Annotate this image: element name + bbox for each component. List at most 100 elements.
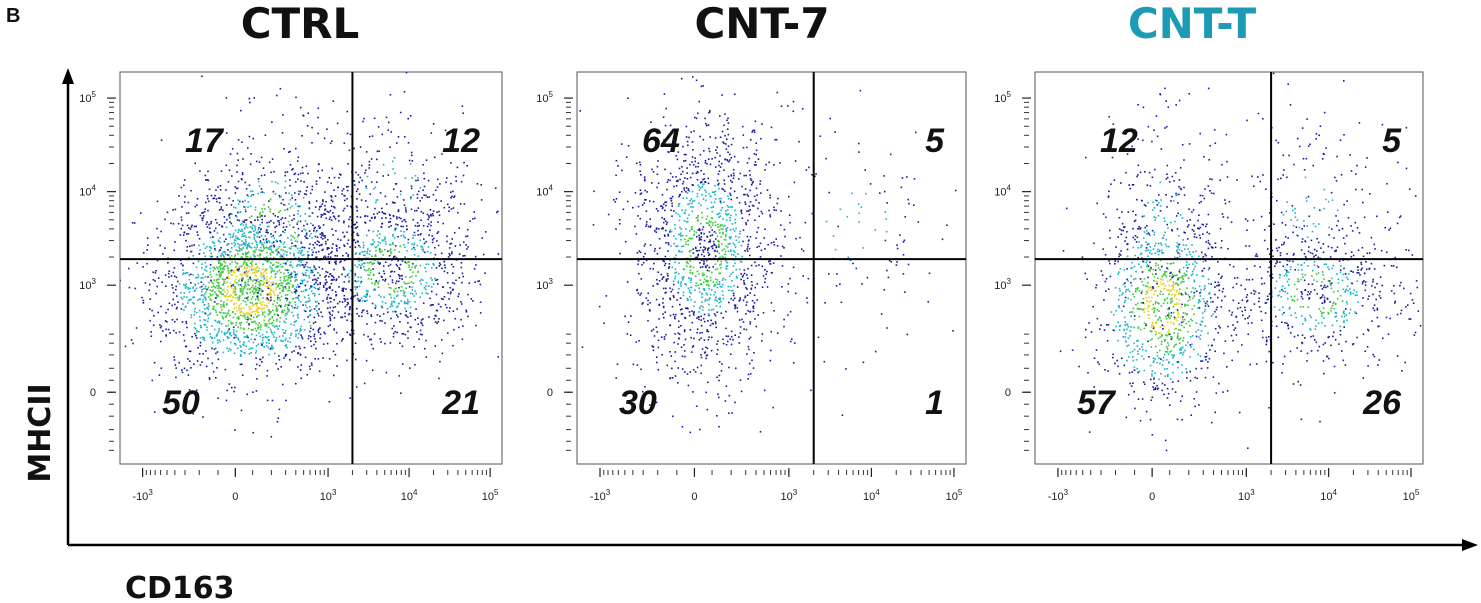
event-dot (423, 194, 425, 196)
event-dot (397, 294, 399, 297)
event-dot (196, 389, 198, 392)
event-dot (282, 290, 284, 292)
event-dot (167, 262, 169, 264)
event-dot (654, 248, 656, 250)
event-dot (354, 253, 357, 255)
event-dot (691, 210, 693, 213)
event-dot (275, 288, 277, 291)
event-dot (187, 212, 190, 214)
event-dot (288, 282, 291, 285)
event-dot (727, 117, 729, 120)
event-dot (219, 267, 222, 270)
event-dot (241, 272, 244, 275)
event-dot (209, 333, 211, 335)
event-dot (709, 239, 711, 241)
event-dot (215, 273, 218, 276)
event-dot (753, 352, 755, 354)
event-dot (214, 248, 216, 250)
event-dot (265, 231, 267, 233)
event-dot (698, 311, 700, 313)
event-dot (708, 241, 710, 243)
event-dot (251, 228, 254, 230)
event-dot (692, 149, 694, 151)
event-dot (314, 358, 316, 360)
event-dot (216, 314, 218, 316)
event-dot (251, 269, 253, 271)
event-dot (349, 246, 351, 248)
event-dot (199, 345, 202, 347)
event-dot (288, 308, 290, 311)
event-dot (190, 250, 192, 253)
event-dot (177, 222, 180, 225)
event-dot (363, 265, 365, 268)
event-dot (706, 207, 709, 210)
event-dot (220, 247, 222, 249)
event-dot (732, 271, 734, 274)
event-dot (247, 279, 250, 281)
event-dot (243, 344, 245, 347)
event-dot (287, 282, 289, 285)
event-dot (415, 308, 417, 310)
event-dot (702, 281, 705, 284)
event-dot (684, 316, 686, 319)
event-dot (768, 209, 770, 212)
event-dot (693, 233, 695, 236)
event-dot (681, 183, 684, 185)
event-dot (662, 305, 665, 308)
event-dot (388, 255, 391, 257)
event-dot (280, 366, 282, 368)
event-dot (689, 238, 692, 240)
event-dot (251, 265, 254, 268)
event-dot (283, 272, 285, 275)
event-dot (331, 250, 333, 253)
event-dot (358, 193, 361, 195)
event-dot (303, 309, 306, 312)
event-dot (688, 202, 691, 205)
event-dot (230, 247, 233, 249)
event-dot (251, 333, 253, 336)
event-dot (207, 296, 210, 298)
event-dot (198, 253, 201, 255)
event-dot (656, 331, 658, 333)
event-dot (260, 342, 262, 345)
event-dot (181, 206, 183, 208)
event-dot (227, 290, 230, 293)
event-dot (294, 288, 296, 290)
event-dot (613, 199, 615, 201)
event-dot (237, 199, 239, 201)
event-dot (669, 259, 671, 262)
event-dot (218, 224, 221, 226)
event-dot (717, 213, 720, 216)
event-dot (359, 246, 361, 248)
event-dot (357, 276, 360, 278)
event-dot (233, 303, 235, 306)
event-dot (383, 272, 386, 275)
event-dot (232, 326, 235, 329)
event-dot (238, 280, 240, 282)
event-dot (297, 205, 299, 208)
event-dot (233, 288, 235, 290)
event-dot (689, 200, 691, 202)
event-dot (227, 350, 230, 352)
event-dot (336, 255, 338, 257)
event-dot (184, 284, 186, 287)
event-dot (275, 339, 277, 341)
event-dot (408, 159, 411, 162)
event-dot (438, 265, 440, 267)
event-dot (655, 208, 658, 210)
event-dot (314, 338, 316, 340)
event-dot (316, 243, 318, 246)
event-dot (706, 124, 708, 127)
event-dot (257, 228, 260, 231)
event-dot (182, 269, 184, 271)
event-dot (443, 319, 445, 322)
event-dot (183, 339, 186, 342)
event-dot (250, 153, 252, 155)
event-dot (216, 222, 218, 224)
event-dot (253, 304, 255, 306)
event-dot (396, 331, 398, 334)
event-dot (624, 315, 626, 318)
event-dot (383, 296, 385, 298)
event-dot (446, 272, 449, 274)
event-dot (186, 249, 188, 252)
